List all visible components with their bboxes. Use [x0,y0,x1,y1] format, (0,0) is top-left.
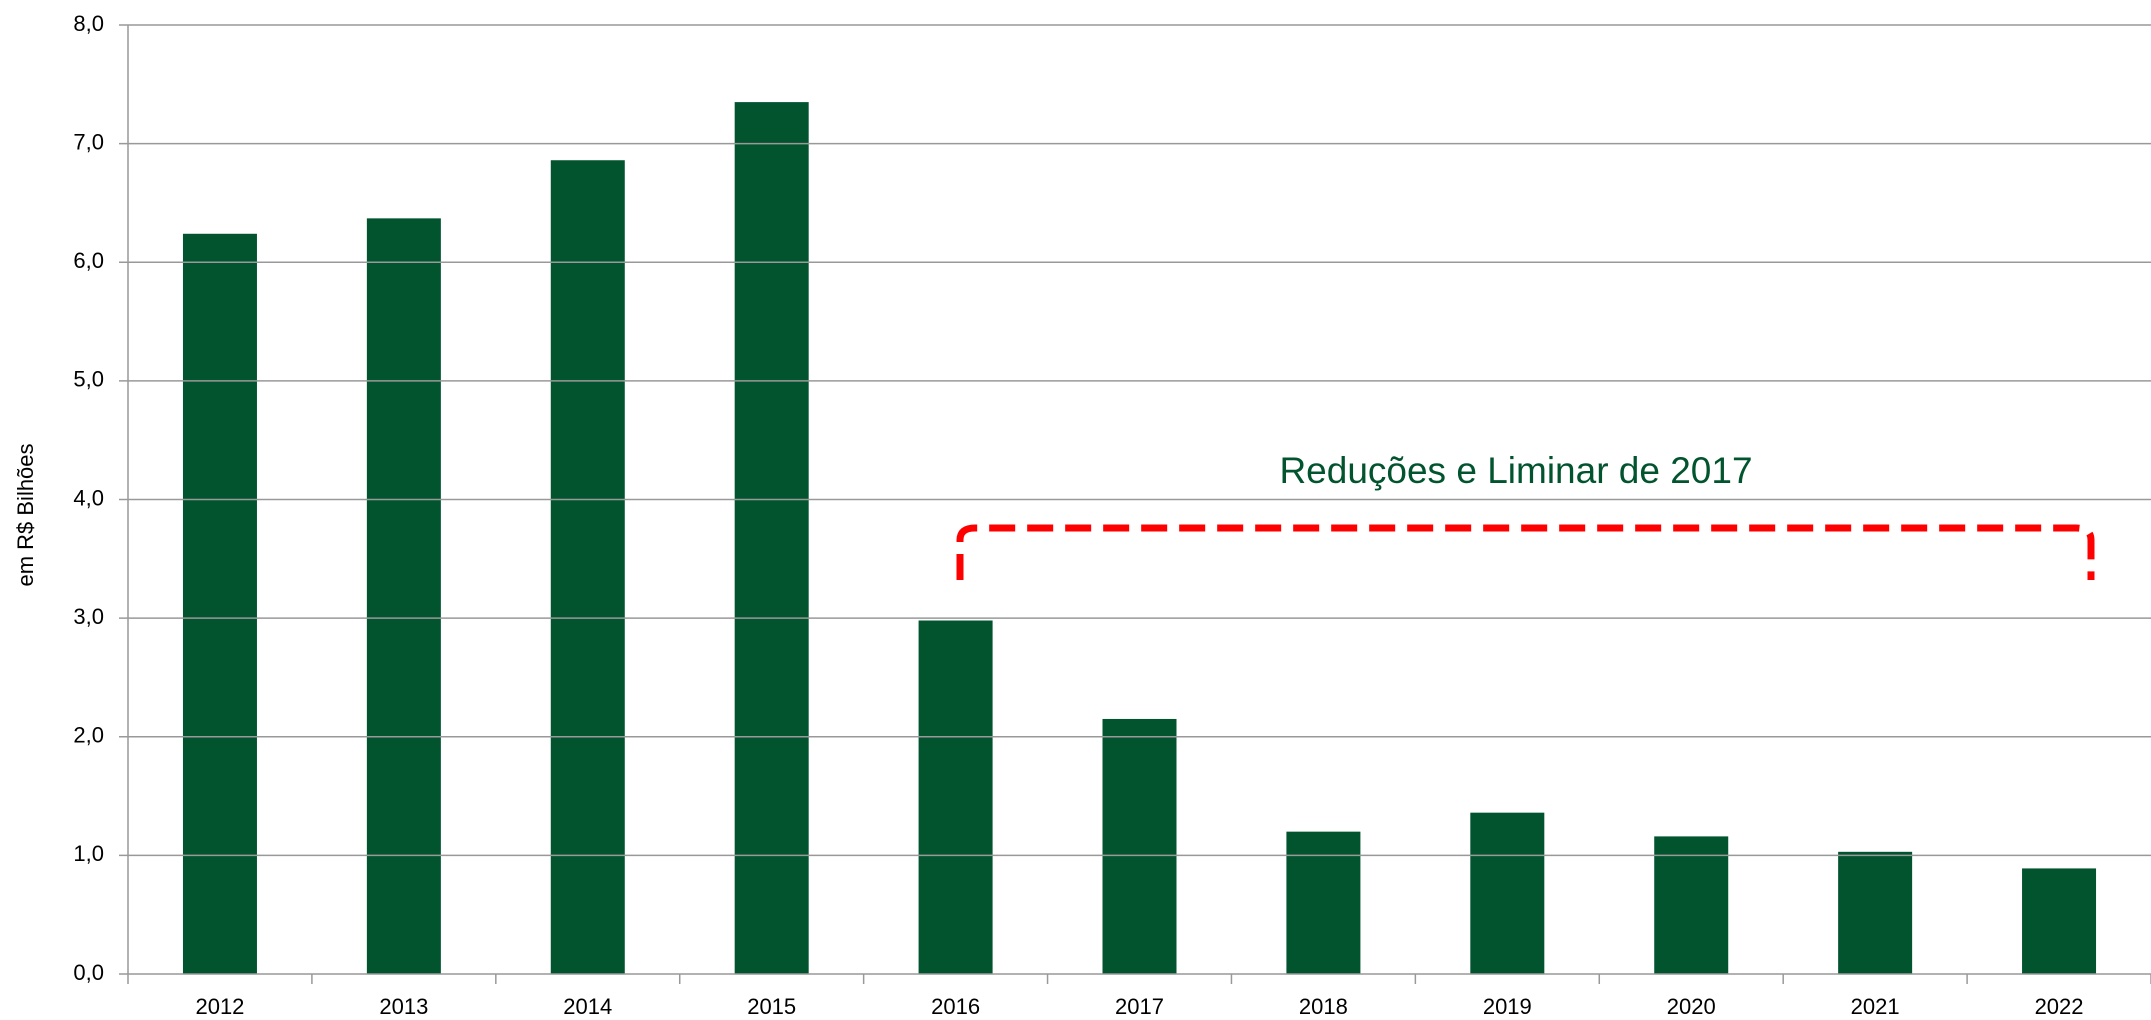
bar [734,102,809,974]
bar [366,218,441,974]
x-tick-label: 2013 [379,994,428,1019]
bar [1654,836,1729,974]
x-tick-label: 2018 [1299,994,1348,1019]
x-tick-label: 2016 [931,994,980,1019]
y-tick-label: 3,0 [73,604,104,629]
y-tick-label: 5,0 [73,367,104,392]
bar [2022,868,2097,974]
bar [1470,812,1545,974]
x-tick-label: 2019 [1483,994,1532,1019]
annotation: Reduções e Liminar de 2017 [1279,450,1752,491]
x-tick-label: 2014 [563,994,612,1019]
bar [918,620,993,974]
bar [550,160,625,975]
y-tick-label: 2,0 [73,723,104,748]
y-axis-label: em R$ Bilhões [13,443,38,586]
bar [1838,851,1913,974]
bar [182,233,257,974]
x-tick-label: 2012 [195,994,244,1019]
y-tick-label: 8,0 [73,11,104,36]
x-tick-label: 2020 [1667,994,1716,1019]
y-tick-label: 4,0 [73,485,104,510]
y-tick-label: 6,0 [73,248,104,273]
y-tick-label: 0,0 [73,960,104,985]
bar [1286,831,1361,974]
x-tick-label: 2015 [747,994,796,1019]
x-tick-label: 2022 [2035,994,2084,1019]
bar [1102,718,1177,974]
x-tick-label: 2021 [1851,994,1900,1019]
y-tick-label: 1,0 [73,841,104,866]
y-tick-label: 7,0 [73,129,104,154]
x-tick-label: 2017 [1115,994,1164,1019]
bracket [956,524,2095,580]
